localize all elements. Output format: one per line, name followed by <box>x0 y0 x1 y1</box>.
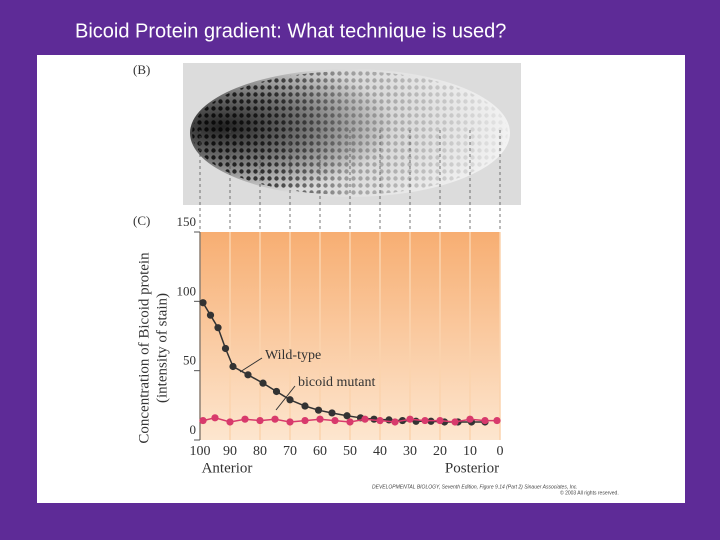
data-point <box>259 379 267 387</box>
slide-title: Bicoid Protein gradient: What technique … <box>75 20 506 42</box>
x-tick-label: 30 <box>403 444 417 459</box>
data-point <box>436 416 444 425</box>
data-point <box>314 406 323 414</box>
data-point <box>421 416 429 425</box>
panel-label: (B) <box>133 62 150 77</box>
x-tick-label: 80 <box>253 444 267 459</box>
data-point <box>199 416 207 425</box>
data-point <box>206 311 215 319</box>
leader-line <box>239 357 263 373</box>
panel-label: (C) <box>133 213 150 228</box>
y-tick-label: 0 <box>190 422 197 437</box>
series-label: bicoid mutant <box>298 375 375 390</box>
x-tick-label: 50 <box>343 444 357 459</box>
data-point <box>241 415 249 423</box>
y-tick-label: 50 <box>183 353 196 368</box>
credit: DEVELOPMENTAL BIOLOGY, Seventh Edition, … <box>372 484 578 490</box>
x-tick-label: 20 <box>433 444 447 459</box>
data-point <box>391 418 399 426</box>
data-point <box>361 415 369 423</box>
x-tick-label: 60 <box>313 444 327 459</box>
data-point <box>370 415 378 423</box>
x-tick-label: 0 <box>497 444 504 459</box>
data-point <box>301 402 309 410</box>
data-point <box>316 415 324 423</box>
series-label: Wild-type <box>265 348 321 363</box>
leader-line <box>275 385 296 411</box>
data-point <box>376 416 384 425</box>
x-tick-label: 40 <box>373 444 387 459</box>
credit: © 2003 All rights reserved. <box>560 489 619 496</box>
data-point <box>481 416 489 425</box>
data-point <box>229 362 237 371</box>
annotation: Anterior <box>202 460 253 476</box>
x-tick-label: 10 <box>463 444 477 459</box>
annotation: Posterior <box>445 460 499 476</box>
y-tick-label: 150 <box>177 214 197 229</box>
data-point <box>406 415 414 423</box>
x-tick-label: 100 <box>190 444 211 459</box>
data-point <box>244 371 252 379</box>
data-point <box>343 412 351 420</box>
data-point <box>226 418 234 426</box>
y-tick-label: 100 <box>177 283 197 298</box>
data-point <box>466 415 474 423</box>
chart: 100 90 80 70 60 50 40 30 20 10 0050100150(B)(C)Con… <box>133 62 619 496</box>
data-point <box>256 416 264 425</box>
data-point <box>214 324 222 332</box>
data-point <box>286 418 294 426</box>
x-tick-label: 90 <box>223 444 237 459</box>
y-axis-label: (intensity of stain) <box>154 293 170 403</box>
data-point <box>199 299 207 307</box>
data-point <box>221 344 230 353</box>
data-point <box>271 415 279 423</box>
data-point <box>301 416 309 425</box>
data-point <box>286 396 294 404</box>
data-point <box>346 418 354 426</box>
data-point <box>328 409 336 417</box>
data-point <box>331 416 339 425</box>
data-point <box>451 418 459 426</box>
y-axis-label: Concentration of Bicoid protein <box>136 252 152 444</box>
data-point <box>272 387 281 396</box>
x-tick-label: 70 <box>283 444 297 459</box>
data-point <box>211 414 219 422</box>
data-point <box>493 416 501 425</box>
